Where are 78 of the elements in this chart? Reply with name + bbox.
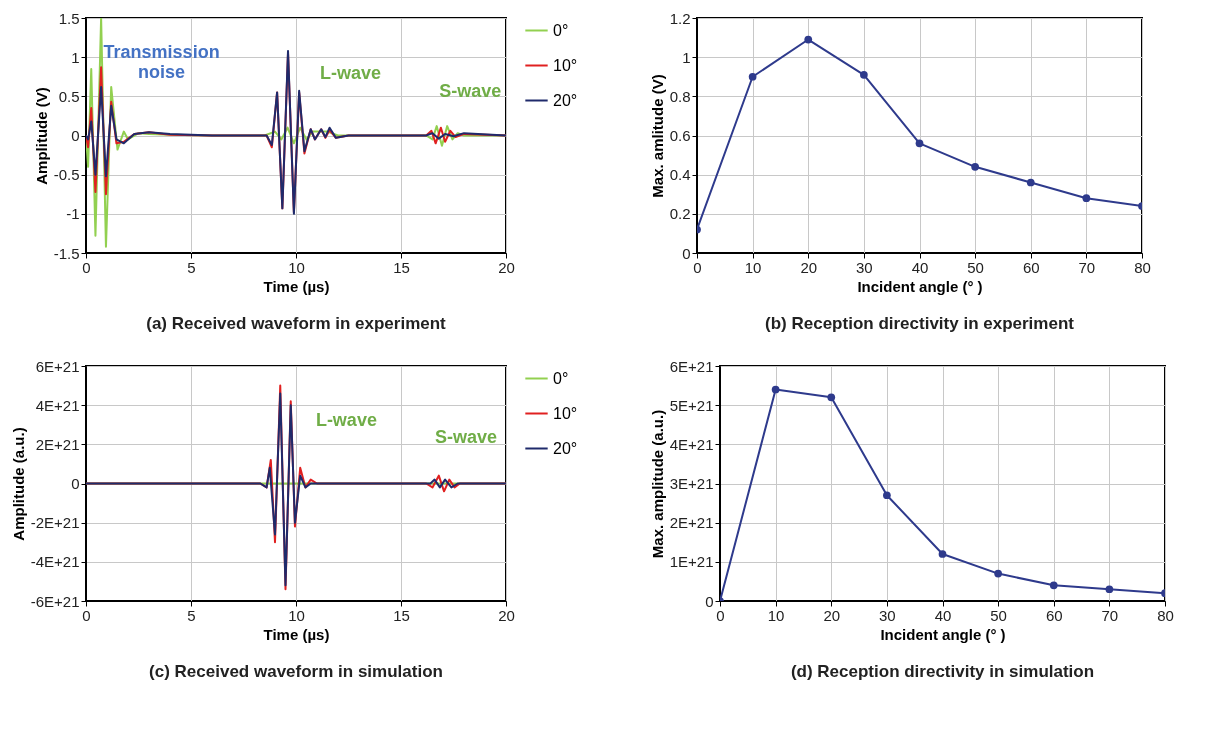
x-tick-label: 15 <box>393 606 410 624</box>
legend-label: 10° <box>553 404 578 422</box>
annotation: L-wave <box>320 63 382 84</box>
annotation: S-wave <box>435 427 498 448</box>
x-tick-label: 30 <box>879 606 896 624</box>
x-tick-label: 0 <box>82 606 91 624</box>
x-tick-label: 10 <box>288 606 305 624</box>
x-tick-label: 80 <box>1134 258 1151 276</box>
annotation: Transmission noise <box>103 42 220 83</box>
y-tick-label: -2E+21 <box>30 514 80 532</box>
x-axis-title: Time (µs) <box>263 625 330 643</box>
y-tick-label: 1 <box>682 48 691 66</box>
x-tick-label: 20 <box>498 606 515 624</box>
y-tick-label: 0.6 <box>669 127 691 144</box>
y-tick-label: -6E+21 <box>30 592 80 610</box>
y-tick-label: 0 <box>705 592 714 610</box>
x-tick-label: 70 <box>1101 606 1119 624</box>
y-tick-label: 3E+21 <box>669 475 714 492</box>
x-axis-title: Incident angle (° ) <box>880 625 1006 643</box>
x-tick-label: 5 <box>187 258 196 276</box>
x-tick-label: 20 <box>800 258 818 276</box>
y-tick-label: 0.8 <box>669 87 691 105</box>
x-tick-label: 0 <box>716 606 725 624</box>
legend-label: 20° <box>553 91 578 109</box>
x-axis-title: Incident angle (° ) <box>857 277 983 295</box>
y-tick-label: -1.5 <box>53 244 80 262</box>
x-tick-label: 15 <box>393 258 410 276</box>
text: (b) Reception directivity in experiment <box>765 314 1075 333</box>
x-tick-label: 0 <box>82 258 91 276</box>
x-tick-label: 30 <box>856 258 873 276</box>
x-tick-label: 10 <box>288 258 305 276</box>
y-tick-label: 6E+21 <box>35 357 80 375</box>
y-tick-label: -4E+21 <box>30 553 80 571</box>
x-tick-label: 5 <box>187 606 196 624</box>
y-tick-label: 0.5 <box>58 87 80 105</box>
y-tick-label: 6E+21 <box>669 357 714 375</box>
x-tick-label: 60 <box>1045 606 1063 624</box>
y-tick-label: -1 <box>66 205 80 223</box>
y-tick-label: 1.5 <box>58 9 80 27</box>
x-tick-label: 70 <box>1078 258 1096 276</box>
x-tick-label: 10 <box>767 606 785 624</box>
text: (a) Received waveform in experiment <box>146 314 447 333</box>
x-tick-label: 20 <box>498 258 515 276</box>
y-tick-label: 1.2 <box>669 9 691 27</box>
x-tick-label: 60 <box>1022 258 1040 276</box>
text: (c) Received waveform in simulation <box>149 662 443 681</box>
x-tick-label: 50 <box>990 606 1007 624</box>
y-tick-label: 0.2 <box>669 205 691 223</box>
x-tick-label: 10 <box>744 258 762 276</box>
legend-label: 10° <box>553 56 578 74</box>
y-tick-label: 1E+21 <box>669 553 714 571</box>
y-tick-label: 0 <box>71 127 80 144</box>
annotation: S-wave <box>439 81 502 102</box>
y-axis-title: Amplitude (V) <box>32 87 50 185</box>
x-tick-label: 80 <box>1157 606 1174 624</box>
y-tick-label: 4E+21 <box>35 396 80 414</box>
y-axis-title: Amplitude (a.u.) <box>9 427 27 541</box>
x-axis-title: Time (µs) <box>263 277 330 295</box>
y-tick-label: 0.4 <box>669 166 691 184</box>
y-tick-label: -0.5 <box>53 166 80 184</box>
y-tick-label: 5E+21 <box>669 396 714 414</box>
x-tick-label: 40 <box>934 606 952 624</box>
x-tick-label: 20 <box>823 606 841 624</box>
x-tick-label: 40 <box>911 258 929 276</box>
text: (d) Reception directivity in simulation <box>790 662 1095 681</box>
y-tick-label: 2E+21 <box>669 514 714 532</box>
y-tick-label: 2E+21 <box>35 435 80 453</box>
y-axis-title: Max. amlitude (V) <box>648 74 666 198</box>
y-tick-label: 1 <box>71 48 80 66</box>
y-tick-label: 0 <box>682 244 691 262</box>
x-tick-label: 50 <box>967 258 984 276</box>
y-axis-title: Max. amplitude (a.u.) <box>648 409 666 559</box>
legend-label: 0° <box>553 21 569 39</box>
annotation: L-wave <box>315 409 377 430</box>
y-tick-label: 4E+21 <box>669 435 714 453</box>
legend-label: 20° <box>553 439 578 457</box>
y-tick-label: 0 <box>71 475 80 492</box>
legend-label: 0° <box>553 369 569 387</box>
